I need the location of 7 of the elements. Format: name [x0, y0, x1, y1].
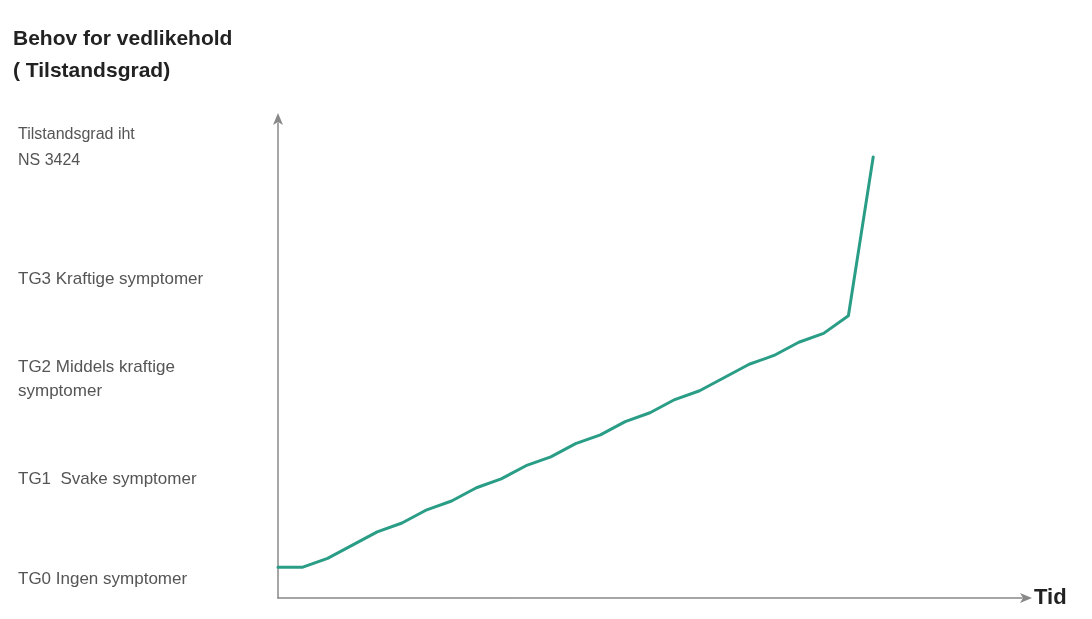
text: Tid [1034, 583, 1067, 609]
chart-title: Behov for vedlikehold ( Tilstandsgrad) [13, 25, 233, 81]
text: Tilstandsgrad iht NS 3424 [18, 124, 136, 168]
text: TG1 Svake symptomer [18, 468, 197, 488]
text: TG3 Kraftige symptomer [18, 268, 204, 288]
text: TG2 Middels kraftige symptomer [18, 356, 175, 400]
text: TG0 Ingen symptomer [18, 568, 188, 588]
